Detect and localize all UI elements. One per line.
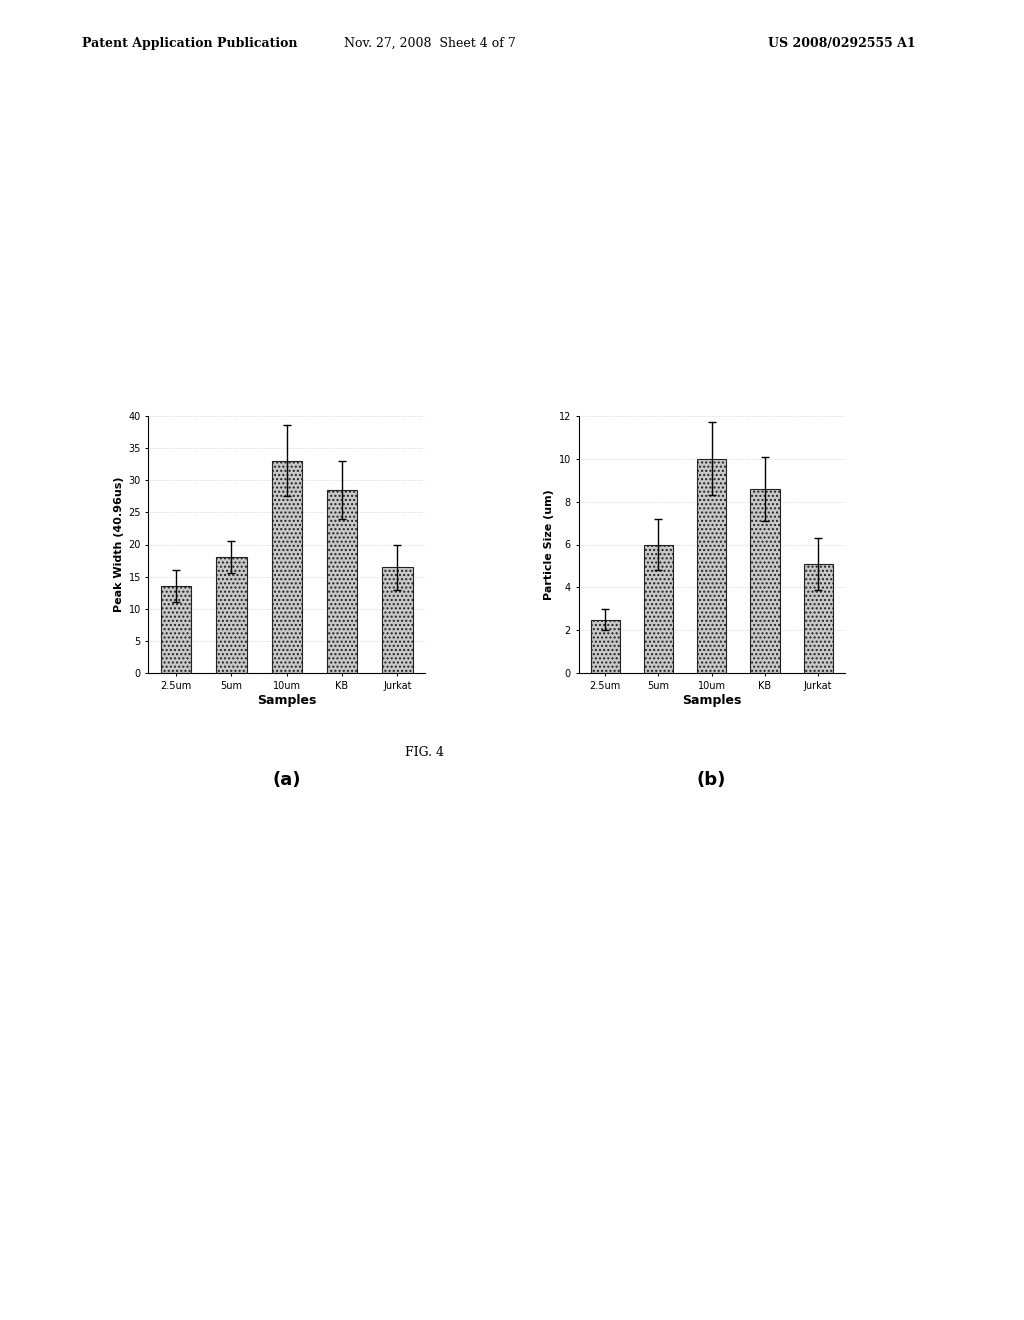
Bar (697, 459, 726, 673)
X-axis label: Samples: Samples (682, 693, 741, 706)
X-axis label: Samples: Samples (257, 693, 316, 706)
Text: FIG. 4: FIG. 4 (406, 746, 444, 759)
Text: (b): (b) (697, 771, 726, 789)
Bar (161, 586, 191, 673)
Y-axis label: Peak Width (40.96us): Peak Width (40.96us) (114, 477, 124, 612)
Bar (271, 461, 302, 673)
Text: (a): (a) (272, 771, 301, 789)
Bar (644, 544, 673, 673)
Text: US 2008/0292555 A1: US 2008/0292555 A1 (768, 37, 915, 50)
Bar (382, 568, 413, 673)
Text: Nov. 27, 2008  Sheet 4 of 7: Nov. 27, 2008 Sheet 4 of 7 (344, 37, 516, 50)
Bar (327, 490, 357, 673)
Y-axis label: Particle Size (um): Particle Size (um) (545, 490, 554, 599)
Bar (216, 557, 247, 673)
Bar (751, 488, 779, 673)
Bar (804, 564, 833, 673)
Bar (591, 619, 620, 673)
Text: Patent Application Publication: Patent Application Publication (82, 37, 297, 50)
